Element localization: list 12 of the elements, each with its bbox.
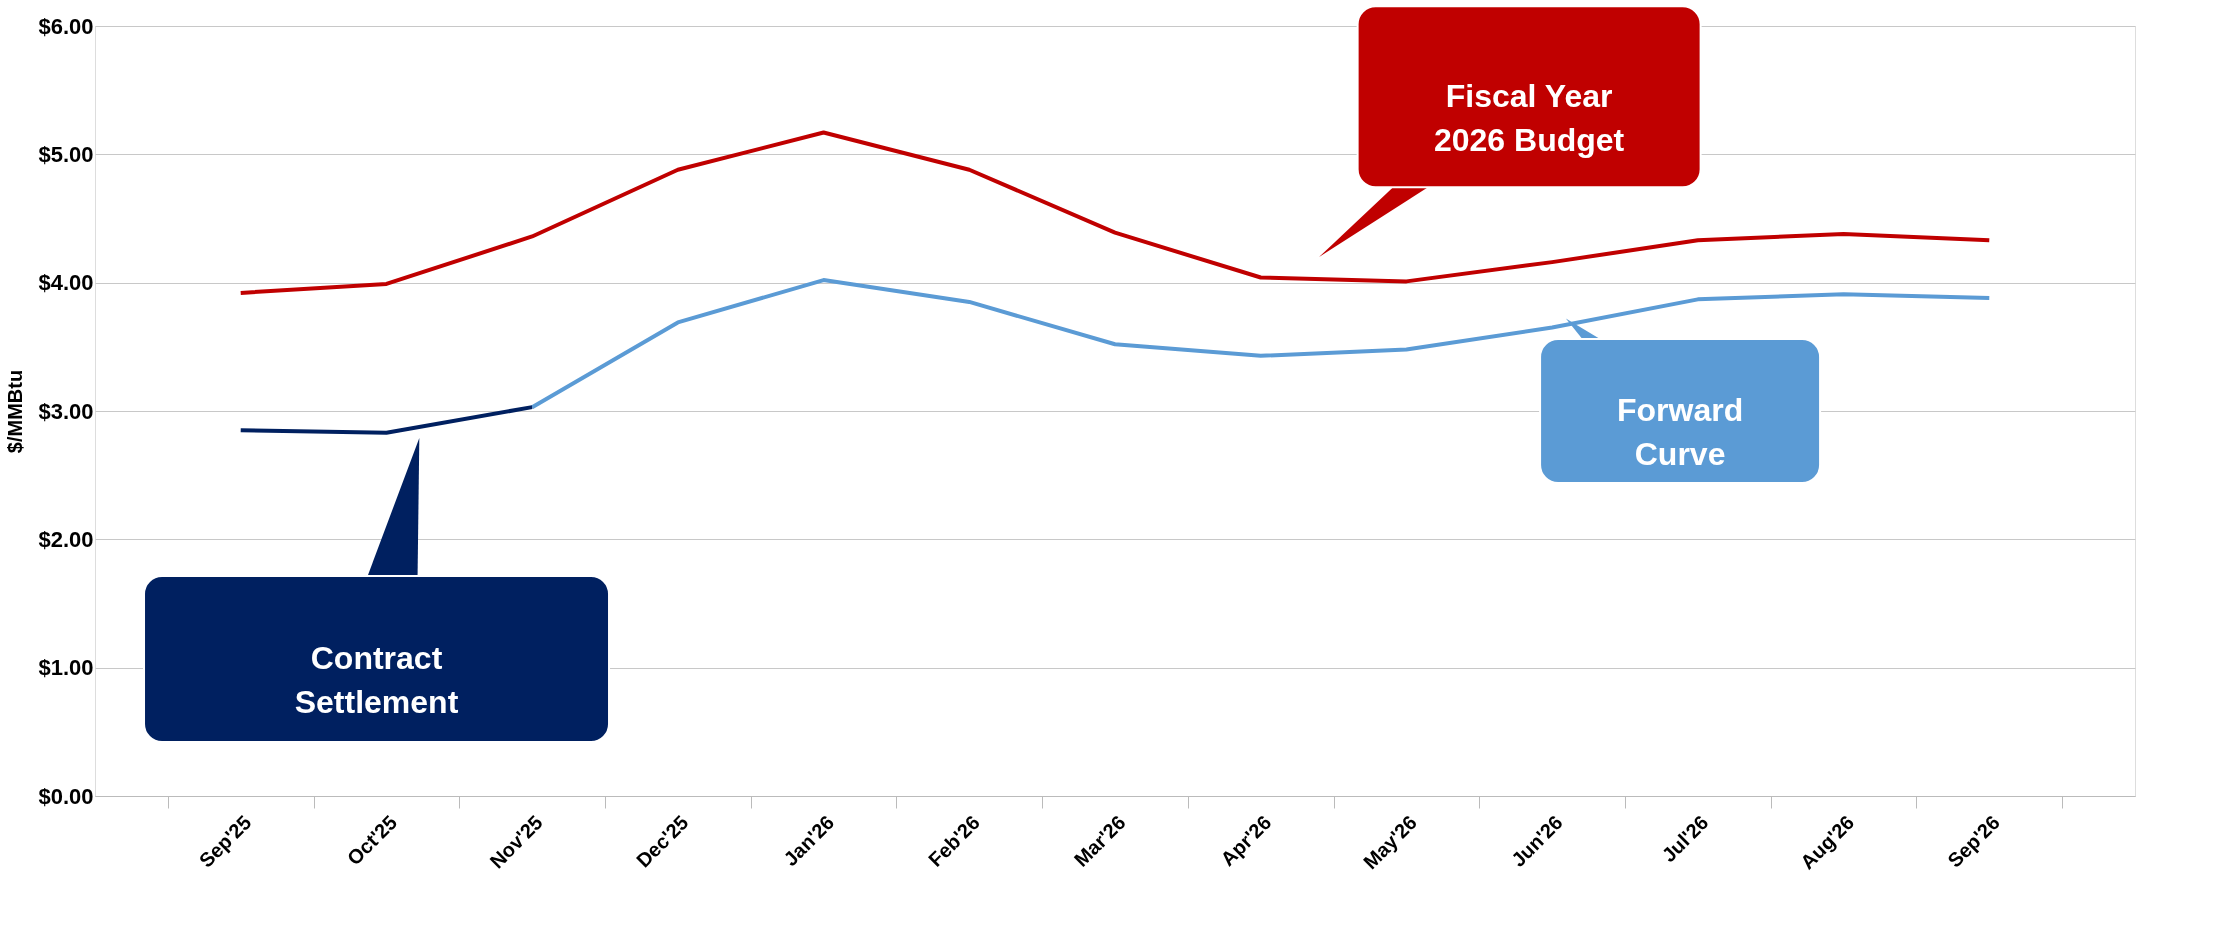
text: Fiscal Year 2026 Budget — [1433, 77, 1625, 158]
y-tick-label: $1.00 — [38, 655, 94, 681]
text: Contract Settlement — [294, 639, 459, 720]
line-series — [238, 130, 1992, 295]
y-tick-label: $5.00 — [38, 141, 94, 167]
y-tick-label: $2.00 — [38, 526, 94, 552]
y-tick-label: $4.00 — [38, 270, 94, 296]
y-axis-title: $/MMBtu — [4, 369, 27, 454]
y-tick-label: $6.00 — [38, 13, 94, 39]
y-tick-label: $0.00 — [38, 783, 94, 809]
text: Forward Curve — [1616, 392, 1744, 472]
y-tick-label: $3.00 — [38, 398, 94, 424]
